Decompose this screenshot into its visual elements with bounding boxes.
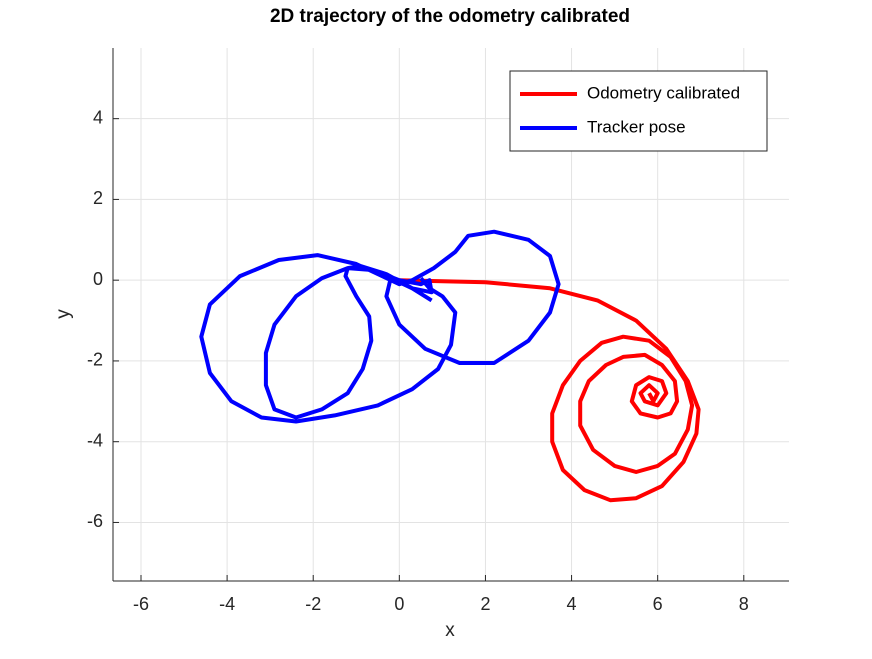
legend-label: Odometry calibrated: [587, 83, 740, 102]
x-tick-label: 6: [653, 594, 663, 614]
y-tick-label: -6: [87, 511, 103, 531]
x-tick-label: -6: [133, 594, 149, 614]
x-tick-label: 0: [394, 594, 404, 614]
y-tick-label: 4: [93, 107, 103, 127]
legend-box: [509, 70, 768, 152]
y-axis-label: y: [53, 309, 74, 319]
x-tick-label: -4: [219, 594, 235, 614]
legend-label: Tracker pose: [587, 117, 686, 136]
legend: Odometry calibrated Tracker pose: [509, 70, 768, 152]
x-tick-label: 8: [739, 594, 749, 614]
x-axis-label: x: [445, 620, 455, 641]
y-tick-label: -2: [87, 350, 103, 370]
chart-title: 2D trajectory of the odometry calibrated: [270, 6, 630, 27]
x-tick-label: -2: [305, 594, 321, 614]
y-tick-label: -4: [87, 430, 103, 450]
x-tick-label: 4: [567, 594, 577, 614]
x-tick-label: 2: [480, 594, 490, 614]
trajectory-line: [399, 278, 701, 503]
y-tick-label: 0: [93, 269, 103, 289]
y-tick-label: 2: [93, 188, 103, 208]
trajectory-line: [199, 229, 561, 424]
